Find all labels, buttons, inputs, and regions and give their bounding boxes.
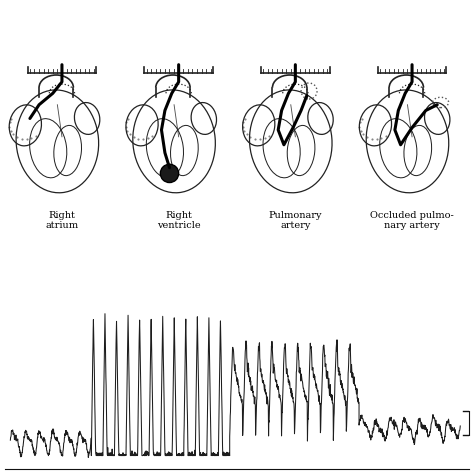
Circle shape: [160, 164, 179, 182]
Text: Occluded pulmo-
nary artery: Occluded pulmo- nary artery: [370, 211, 454, 230]
Text: Pulmonary
artery: Pulmonary artery: [269, 211, 322, 230]
Text: Right
atrium: Right atrium: [46, 211, 79, 230]
Text: Right
ventricle: Right ventricle: [157, 211, 201, 230]
